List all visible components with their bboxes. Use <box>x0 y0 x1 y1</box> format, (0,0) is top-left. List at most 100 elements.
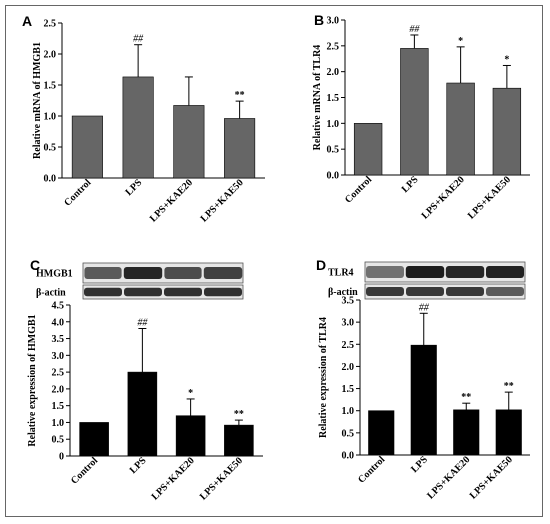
x-tick-label: LPS+KAE20 <box>420 174 467 221</box>
bar-lps-kae50 <box>224 424 254 457</box>
bar-lps <box>122 76 154 179</box>
blot-band <box>123 267 163 279</box>
x-tick-label: Control <box>69 455 100 486</box>
y-tick-label: 0 <box>59 452 64 463</box>
blot-band <box>486 287 524 296</box>
y-axis-label: Relative expression of TLR4 <box>318 317 329 438</box>
blot-band <box>445 266 485 278</box>
y-tick-label: 3.5 <box>52 334 65 345</box>
panel-label: B <box>314 12 324 28</box>
y-tick-label: 2.5 <box>327 41 340 52</box>
bar-lps <box>410 344 437 456</box>
bar-lps <box>127 371 158 457</box>
y-tick-label: 2.0 <box>52 384 65 395</box>
bar-lps-kae20 <box>446 82 475 176</box>
y-tick-label: 1.0 <box>342 406 355 417</box>
blot-strip <box>364 283 526 300</box>
blot-strip <box>82 284 244 300</box>
blot-band <box>406 287 444 296</box>
panel-c: C 0 0.5 1.0 1.5 2.0 2.5 3.0 3.5 4.0 4.5 Relative ex… <box>27 257 263 503</box>
significance-mark: * <box>188 388 193 399</box>
bar-lps-kae50 <box>492 87 522 176</box>
blot-strip <box>82 262 244 284</box>
y-tick-label: 2.5 <box>44 19 57 30</box>
blot-band <box>84 287 122 297</box>
x-tick-label: LPS+KAE20 <box>150 455 197 502</box>
blot-label: TLR4 <box>328 268 354 279</box>
y-tick-label: 4.0 <box>52 317 65 328</box>
bar-lps-kae20 <box>173 105 205 179</box>
bar-lps <box>400 48 429 176</box>
blot-band <box>124 287 162 297</box>
x-tick-label: LPS+KAE20 <box>425 454 472 501</box>
significance-mark: ## <box>137 317 148 328</box>
y-tick-label: 0.0 <box>327 171 340 182</box>
significance-mark: * <box>504 54 509 65</box>
y-tick-label: 0.5 <box>52 435 65 446</box>
blot-band <box>203 267 243 279</box>
y-tick-label: 4.5 <box>52 301 65 312</box>
x-tick-label: LPS <box>128 455 149 476</box>
x-tick-label: LPS+KAE50 <box>466 174 513 221</box>
y-tick-label: 1.5 <box>342 384 355 395</box>
panel-label: C <box>30 257 40 273</box>
significance-mark: ** <box>504 381 514 392</box>
significance-mark: ## <box>419 302 430 313</box>
y-tick-label: 2.5 <box>342 340 355 351</box>
x-tick-label: LPS+KAE50 <box>468 454 515 501</box>
x-tick-label: Control <box>343 174 374 205</box>
x-tick-label: Control <box>356 454 387 485</box>
x-tick-label: LPS <box>409 454 430 475</box>
panel-b: B 0.0 0.5 1.0 1.5 2.0 2.5 3.0 Relative mRNA of T… <box>312 12 530 222</box>
y-tick-label: 0.5 <box>342 428 355 439</box>
blot-label: β-actin <box>328 287 358 298</box>
bar-lps-kae50 <box>495 409 522 456</box>
figure-frame <box>5 5 543 517</box>
significance-mark: ** <box>234 409 244 420</box>
x-tick-label: LPS+KAE50 <box>198 455 245 502</box>
panel-label: A <box>22 13 32 29</box>
x-tick-label: LPS <box>400 174 421 195</box>
blot-strip <box>364 261 526 283</box>
bar-control <box>79 422 109 457</box>
y-tick-label: 3.0 <box>342 318 355 329</box>
blot-label: β-actin <box>36 288 66 299</box>
blot-band <box>486 266 524 278</box>
bar-lps-kae50 <box>224 118 256 179</box>
y-tick-label: 2.0 <box>327 67 340 78</box>
panel-a: A 0.0 0.5 1.0 1.5 2.0 2.5 Relative mRNA of HMGB… <box>22 13 265 225</box>
y-tick-label: 3.5 <box>342 296 355 307</box>
y-tick-label: 2.5 <box>52 368 65 379</box>
significance-mark: * <box>458 36 463 47</box>
blot-band <box>164 287 202 297</box>
bar-lps-kae20 <box>453 409 480 456</box>
y-tick-label: 1.0 <box>327 119 340 130</box>
blot-band <box>405 266 445 278</box>
y-tick-label: 0.0 <box>342 451 355 462</box>
y-tick-label: 1.0 <box>44 112 57 123</box>
x-tick-label: LPS <box>123 177 144 198</box>
y-tick-label: 0.0 <box>44 174 57 185</box>
y-tick-label: 1.0 <box>52 418 65 429</box>
bar-lps-kae20 <box>175 415 206 457</box>
bar-control <box>353 123 383 176</box>
bar-control <box>368 410 395 456</box>
y-tick-label: 1.5 <box>44 81 57 92</box>
y-tick-label: 3.0 <box>327 16 340 27</box>
y-tick-label: 0.5 <box>327 145 340 156</box>
panel-label: D <box>316 257 326 273</box>
x-tick-label: LPS+KAE50 <box>199 177 246 224</box>
blot-band <box>366 287 404 296</box>
blot-band <box>366 266 404 278</box>
y-tick-label: 1.5 <box>327 93 340 104</box>
y-axis-label: Relative mRNA of TLR4 <box>312 45 323 151</box>
y-axis-label: Relative mRNA of HMGB1 <box>32 42 43 159</box>
y-tick-label: 0.5 <box>44 143 57 154</box>
blot-label: HMGB1 <box>36 269 73 280</box>
panel-d: D 0.0 0.5 1.0 1.5 2.0 2.5 3.0 3.5 Relative expres… <box>316 257 530 502</box>
bar-control <box>71 115 103 179</box>
blot-band <box>84 267 122 279</box>
x-tick-label: LPS+KAE20 <box>148 177 195 224</box>
significance-mark: ## <box>409 24 420 35</box>
